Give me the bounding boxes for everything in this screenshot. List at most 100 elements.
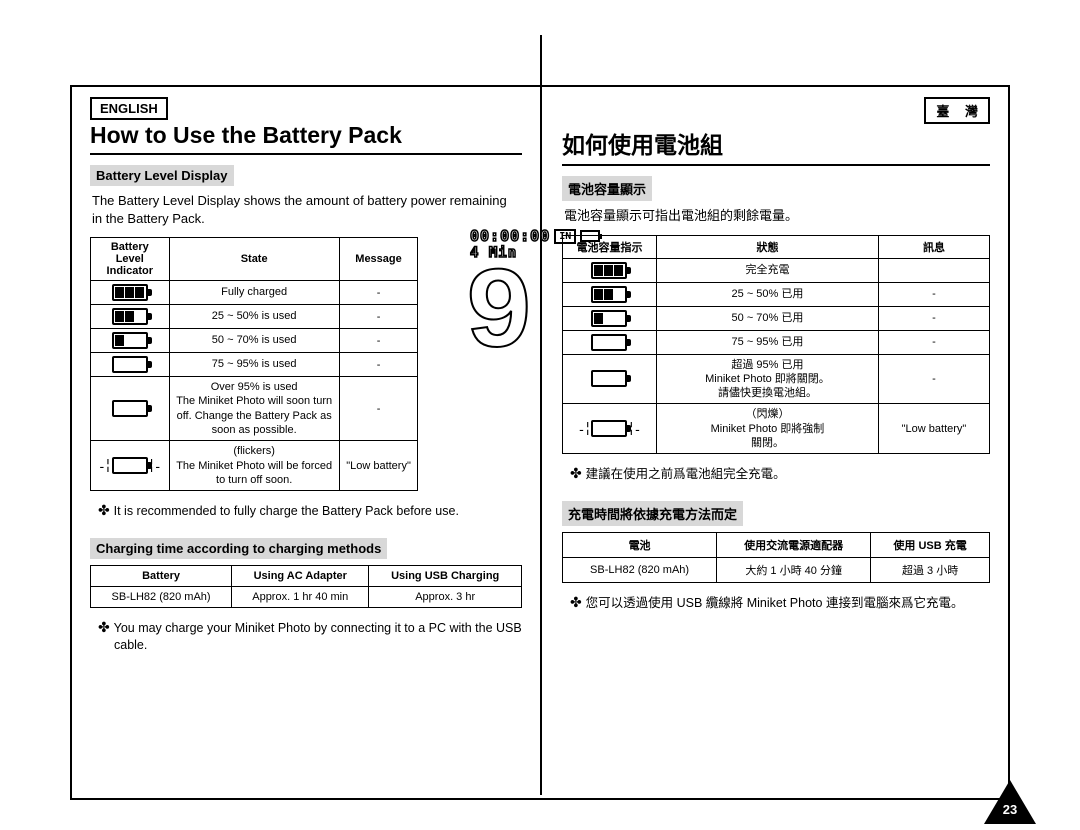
table-row: -¦¦- （閃爍）Miniket Photo 即將強制關閉。"Low batter… [563,404,990,454]
right-bullet-2: 您可以透過使用 USB 纜線將 Miniket Photo 連接到電腦來爲它充電… [570,593,990,612]
table-row: 超過 95% 已用Miniket Photo 即將關閉。請儘快更換電池組。- [563,354,990,404]
battery-icon [591,370,627,387]
cell-indicator [91,329,170,353]
cell-indicator [91,353,170,377]
battery-icon [112,356,148,373]
cell-message: - [339,329,418,353]
cell-message: - [878,330,989,354]
battery-icon [112,284,148,301]
battery-icon [591,420,627,437]
battery-icon-flicker: -¦¦- [579,420,640,437]
right-charge-table: 電池 使用交流電源適配器 使用 USB 充電 SB-LH82 (820 mAh)… [562,532,990,583]
right-intro-text: 電池容量顯示可指出電池組的剩餘電量。 [562,207,990,225]
cell-indicator [563,282,657,306]
left-battery-table: Battery Level Indicator State Message Fu… [90,237,418,491]
battery-icon [112,457,148,474]
cell-message: - [878,306,989,330]
battery-icon [112,400,148,417]
right-title: 如何使用電池組 [562,126,990,166]
cell-state: 超過 95% 已用Miniket Photo 即將關閉。請儘快更換電池組。 [656,354,878,404]
ch-h3-r: 使用 USB 充電 [871,533,990,558]
left-bullet-2: You may charge your Miniket Photo by con… [98,618,522,654]
left-column: ENGLISH How to Use the Battery Pack Batt… [72,87,540,798]
th-state: State [169,238,339,281]
page-number: 23 [998,802,1022,817]
right-section-header-2: 充電時間將依據充電方法而定 [562,501,743,526]
cell-state: Fully charged [169,281,339,305]
cell-indicator [91,281,170,305]
cell-message: - [339,377,418,441]
cell-indicator [91,305,170,329]
lcd-time: 00:00:00 [470,227,550,245]
ch-c2: Approx. 1 hr 40 min [232,587,369,608]
ch-c2-r: 大約 1 小時 40 分鐘 [717,558,871,583]
ch-h1: Battery [91,566,232,587]
battery-icon [591,286,627,303]
cell-state: 50 ~ 70% is used [169,329,339,353]
th-indicator: Battery Level Indicator [91,238,170,281]
right-section-header-1: 電池容量顯示 [562,176,652,201]
left-intro-text: The Battery Level Display shows the amou… [90,192,522,227]
left-section-header-2: Charging time according to charging meth… [90,538,387,559]
cell-message [878,258,989,282]
battery-icon [591,262,627,279]
ch-c3-r: 超過 3 小時 [871,558,990,583]
ch-h2-r: 使用交流電源適配器 [717,533,871,558]
cell-state: 25 ~ 50% 已用 [656,282,878,306]
ch-c1-r: SB-LH82 (820 mAh) [563,558,717,583]
ch-h2: Using AC Adapter [232,566,369,587]
battery-icon [591,334,627,351]
cell-indicator [563,306,657,330]
cell-indicator [563,354,657,404]
right-battery-table: 電池容量指示 狀態 訊息 完全充電25 ~ 50% 已用-50 ~ 70% 已用… [562,235,990,455]
battery-icon [112,332,148,349]
ch-h1-r: 電池 [563,533,717,558]
th-message: Message [339,238,418,281]
table-row: 25 ~ 50% 已用- [563,282,990,306]
cell-state: （閃爍）Miniket Photo 即將強制關閉。 [656,404,878,454]
ch-c1: SB-LH82 (820 mAh) [91,587,232,608]
cell-message: - [339,353,418,377]
cell-message: - [339,281,418,305]
cell-state: Over 95% is usedThe Miniket Photo will s… [169,377,339,441]
left-section-header-1: Battery Level Display [90,165,234,186]
ch-h3: Using USB Charging [369,566,522,587]
table-row: 50 ~ 70% is used- [91,329,418,353]
cell-message: - [878,282,989,306]
table-row: 25 ~ 50% is used- [91,305,418,329]
cell-state: 75 ~ 95% is used [169,353,339,377]
cell-message: - [339,305,418,329]
left-bullet-1: It is recommended to fully charge the Ba… [98,501,522,520]
cell-indicator: -¦¦- [563,404,657,454]
table-row: -¦¦- (flickers)The Miniket Photo will be … [91,441,418,491]
table-row: Over 95% is usedThe Miniket Photo will s… [91,377,418,441]
cell-message: "Low battery" [339,441,418,491]
table-row: 75 ~ 95% is used- [91,353,418,377]
battery-icon [591,310,627,327]
cell-message: "Low battery" [878,404,989,454]
cell-state: 50 ~ 70% 已用 [656,306,878,330]
language-tag-english: ENGLISH [90,97,168,120]
left-charge-table: Battery Using AC Adapter Using USB Charg… [90,565,522,608]
table-row: Fully charged- [91,281,418,305]
cell-indicator [563,330,657,354]
cell-state: 75 ~ 95% 已用 [656,330,878,354]
cell-indicator [91,377,170,441]
ch-c3: Approx. 3 hr [369,587,522,608]
table-row: 75 ~ 95% 已用- [563,330,990,354]
battery-icon [112,308,148,325]
th-message-r: 訊息 [878,235,989,258]
cell-state: (flickers)The Miniket Photo will be forc… [169,441,339,491]
battery-icon-flicker: -¦¦- [99,457,160,474]
cell-message: - [878,354,989,404]
cell-indicator: -¦¦- [91,441,170,491]
table-row: 完全充電 [563,258,990,282]
right-column: 臺 灣 如何使用電池組 電池容量顯示 電池容量顯示可指出電池組的剩餘電量。 電池… [540,87,1008,798]
th-indicator-r: 電池容量指示 [563,235,657,258]
language-tag-chinese: 臺 灣 [924,97,990,124]
th-state-r: 狀態 [656,235,878,258]
cell-indicator [563,258,657,282]
left-title: How to Use the Battery Pack [90,122,522,155]
cell-state: 25 ~ 50% is used [169,305,339,329]
table-row: 50 ~ 70% 已用- [563,306,990,330]
